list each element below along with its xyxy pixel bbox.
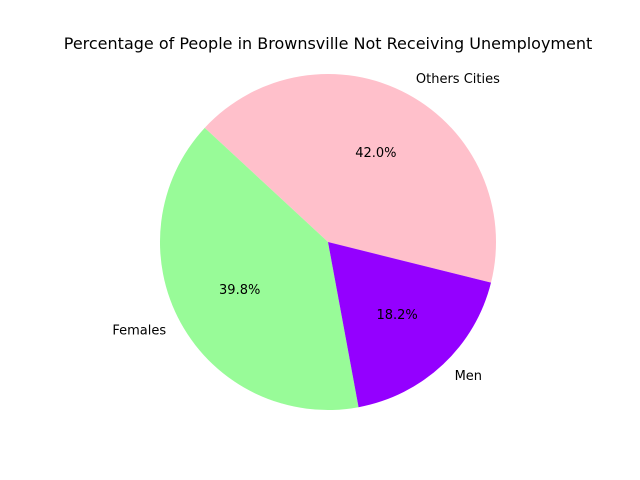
category-label-men: Men xyxy=(455,369,482,384)
pie-slices xyxy=(159,73,497,411)
category-label-females: Females xyxy=(112,324,166,339)
category-label-others-cities: Others Cities xyxy=(416,72,500,87)
category-labels: Others Cities Females Men xyxy=(112,72,500,384)
chart-title: Percentage of People in Brownsville Not … xyxy=(64,34,593,53)
pie-slice-others-cities xyxy=(204,73,497,283)
pct-label-men: 18.2% xyxy=(376,308,417,323)
pct-label-others-cities: 42.0% xyxy=(355,146,396,161)
pie-slice-females xyxy=(159,127,359,411)
pct-label-females: 39.8% xyxy=(219,283,260,298)
percentage-labels: 42.0% 39.8% 18.2% xyxy=(219,146,418,323)
pie-slice-men xyxy=(328,242,492,408)
